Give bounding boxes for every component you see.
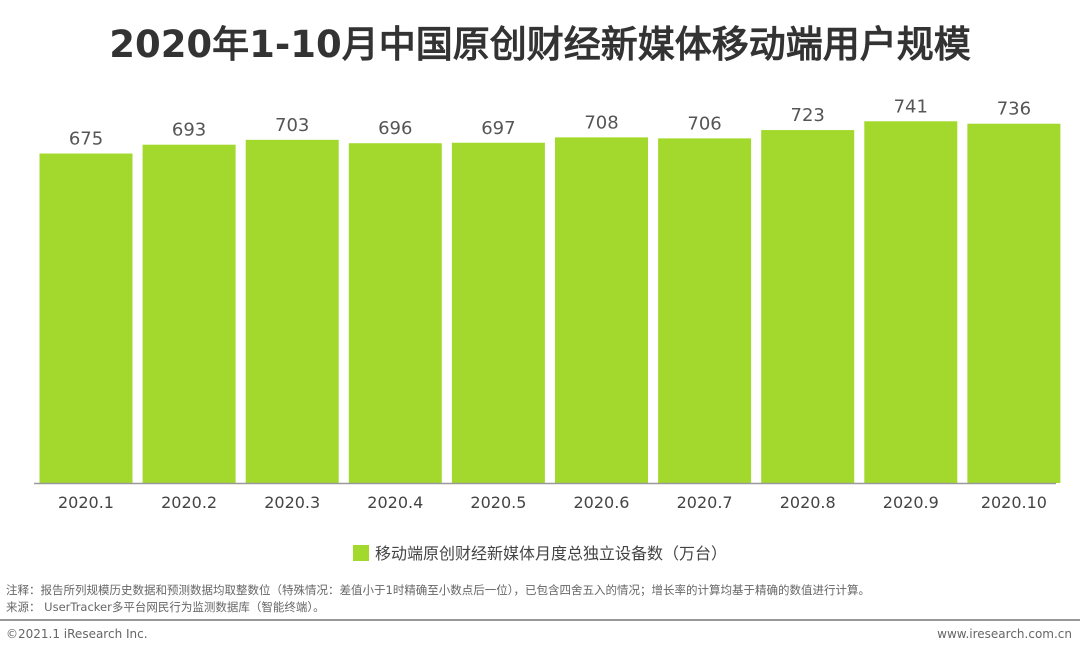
x-tick-label: 2020.4 xyxy=(367,493,423,512)
data-label: 708 xyxy=(584,112,618,133)
bar xyxy=(864,121,958,484)
note-text: 注释：报告所列规模历史数据和预测数据均取整数位（特殊情况：差值小于1时精确至小数… xyxy=(6,583,871,597)
data-label: 736 xyxy=(997,99,1031,120)
chart-title: 2020年1-10月中国原创财经新媒体移动端用户规模 xyxy=(109,23,971,66)
data-label: 723 xyxy=(791,105,825,126)
data-label: 675 xyxy=(69,128,103,149)
footer-divider xyxy=(0,619,1080,621)
legend-label: 移动端原创财经新媒体月度总独立设备数（万台） xyxy=(374,544,727,563)
notes: 注释：报告所列规模历史数据和预测数据均取整数位（特殊情况：差值小于1时精确至小数… xyxy=(6,582,870,616)
copyright: ©2021.1 iResearch Inc. xyxy=(6,627,148,641)
x-tick-label: 2020.8 xyxy=(780,493,836,512)
x-tick-label: 2020.9 xyxy=(883,493,939,512)
bar xyxy=(967,123,1061,483)
bar xyxy=(658,138,752,483)
bar xyxy=(555,137,648,483)
bar xyxy=(348,143,442,483)
x-tick-label: 2020.10 xyxy=(981,493,1047,512)
x-tick-label: 2020.5 xyxy=(470,493,526,512)
bar xyxy=(761,130,855,484)
bar-chart: 675 2020.1 693 2020.2 703 2020.3 696 2020.4 697 2… xyxy=(34,96,1061,512)
bar xyxy=(39,153,133,484)
x-tick-label: 2020.6 xyxy=(574,493,630,512)
data-label: 693 xyxy=(172,120,206,141)
x-tick-label: 2020.1 xyxy=(58,493,114,512)
x-tick-label: 2020.7 xyxy=(677,493,733,512)
x-tick-label: 2020.3 xyxy=(264,493,320,512)
legend-swatch xyxy=(352,545,369,561)
data-label: 741 xyxy=(894,96,928,117)
data-label: 697 xyxy=(481,118,515,139)
bar xyxy=(142,144,236,483)
data-label: 696 xyxy=(378,118,412,139)
bar xyxy=(451,142,545,483)
source-text: 来源： UserTracker多平台网民行为监测数据库（智能终端）。 xyxy=(6,600,325,614)
legend: 移动端原创财经新媒体月度总独立设备数（万台） xyxy=(0,540,1080,564)
data-label: 703 xyxy=(275,115,309,136)
website: www.iresearch.com.cn xyxy=(937,627,1072,641)
data-label: 706 xyxy=(687,113,721,134)
bar xyxy=(245,139,339,483)
x-tick-label: 2020.2 xyxy=(161,493,217,512)
